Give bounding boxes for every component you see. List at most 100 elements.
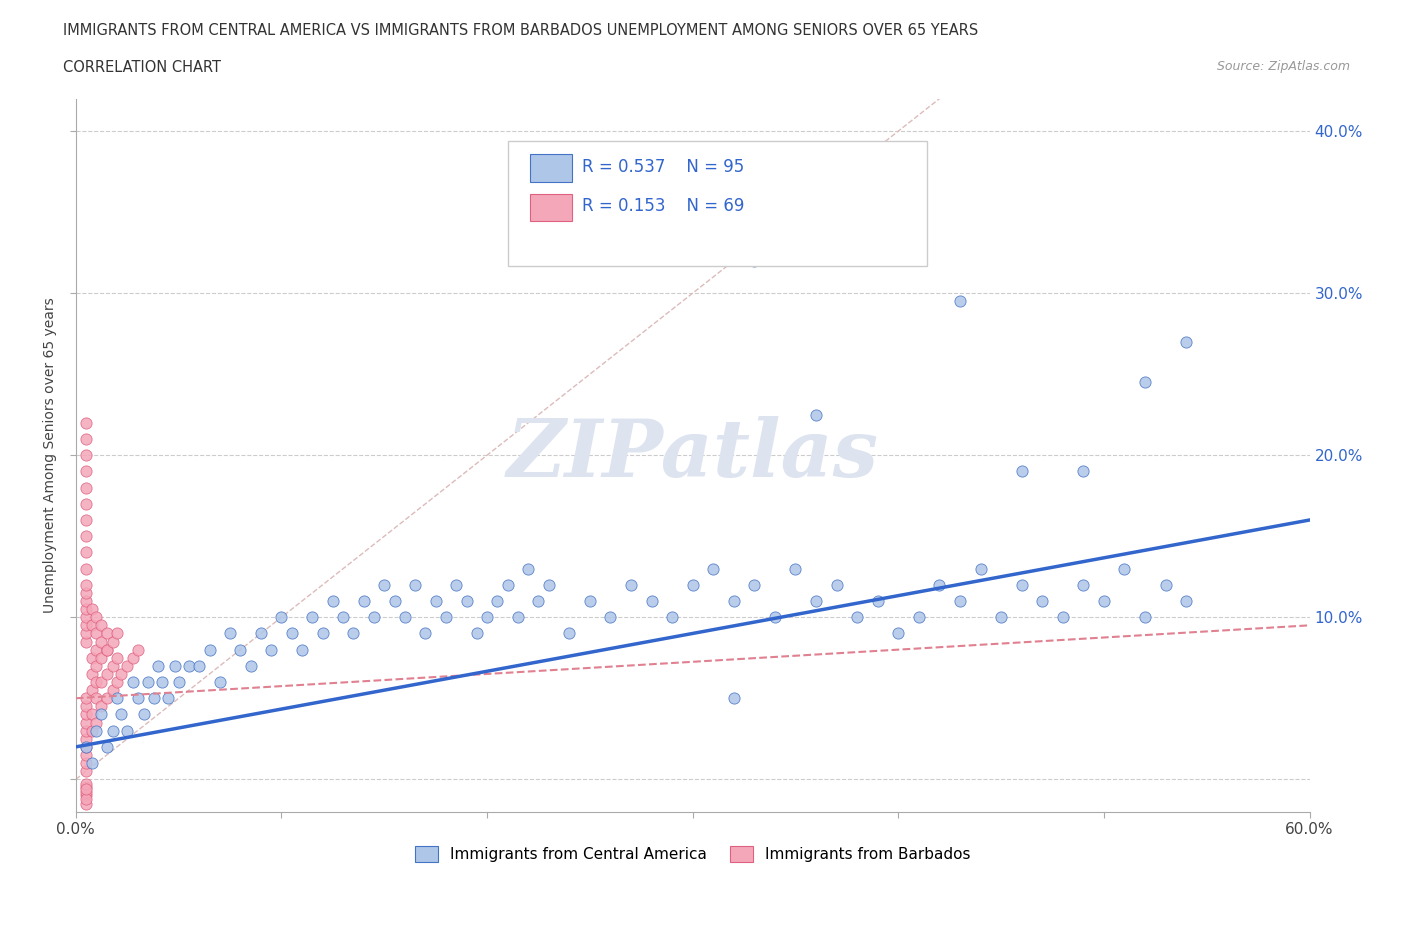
Point xyxy=(1011,578,1033,592)
Point xyxy=(456,593,478,608)
Point xyxy=(75,593,97,608)
Point xyxy=(291,643,314,658)
Point xyxy=(86,674,108,689)
Point xyxy=(90,674,112,689)
Point xyxy=(75,780,97,795)
Point xyxy=(373,578,395,592)
Point xyxy=(75,610,97,625)
Point xyxy=(1154,578,1177,592)
Point xyxy=(75,512,97,527)
Point xyxy=(132,707,155,722)
Point xyxy=(75,626,97,641)
Point xyxy=(723,593,745,608)
Point xyxy=(75,634,97,649)
Point xyxy=(434,610,457,625)
Point xyxy=(127,691,149,706)
Point xyxy=(1073,578,1095,592)
Point xyxy=(908,610,931,625)
Point xyxy=(105,650,128,665)
Point xyxy=(969,561,991,576)
Point xyxy=(167,674,190,689)
Point xyxy=(723,691,745,706)
Point xyxy=(785,561,807,576)
Point xyxy=(517,561,540,576)
Point xyxy=(101,634,124,649)
Point xyxy=(219,626,242,641)
Point xyxy=(122,650,145,665)
Point xyxy=(804,593,827,608)
Point xyxy=(82,650,104,665)
Point xyxy=(75,731,97,746)
Point xyxy=(1114,561,1136,576)
Point xyxy=(75,739,97,754)
Point xyxy=(75,739,97,754)
Point xyxy=(198,643,221,658)
Point xyxy=(239,658,262,673)
Point xyxy=(527,593,550,608)
Point xyxy=(599,610,621,625)
Point xyxy=(846,610,869,625)
Point xyxy=(75,699,97,714)
Point xyxy=(75,777,97,791)
Point xyxy=(90,650,112,665)
Point xyxy=(425,593,447,608)
Point xyxy=(82,724,104,738)
Point xyxy=(146,658,169,673)
Point xyxy=(75,785,97,800)
Point xyxy=(86,715,108,730)
Text: ZIPatlas: ZIPatlas xyxy=(506,417,879,494)
Point xyxy=(105,674,128,689)
Point xyxy=(90,699,112,714)
Point xyxy=(682,578,704,592)
Point xyxy=(136,674,159,689)
Point xyxy=(702,561,724,576)
Y-axis label: Unemployment Among Seniors over 65 years: Unemployment Among Seniors over 65 years xyxy=(44,298,58,613)
Text: R = 0.153    N = 69: R = 0.153 N = 69 xyxy=(582,197,744,215)
Point xyxy=(825,578,848,592)
Point xyxy=(928,578,950,592)
Point xyxy=(260,643,283,658)
Point xyxy=(311,626,333,641)
Point xyxy=(620,578,643,592)
Point xyxy=(150,674,173,689)
Point xyxy=(229,643,252,658)
Point xyxy=(75,788,97,803)
Point xyxy=(101,724,124,738)
Point xyxy=(75,480,97,495)
Point xyxy=(763,610,786,625)
Point xyxy=(75,529,97,544)
Point xyxy=(465,626,488,641)
Point xyxy=(96,626,118,641)
Point xyxy=(281,626,304,641)
Point xyxy=(270,610,292,625)
Point xyxy=(82,667,104,682)
Point xyxy=(188,658,211,673)
Point xyxy=(394,610,416,625)
Point xyxy=(990,610,1012,625)
Point xyxy=(96,691,118,706)
Point xyxy=(75,707,97,722)
Text: R = 0.537    N = 95: R = 0.537 N = 95 xyxy=(582,158,744,176)
Point xyxy=(537,578,560,592)
Point xyxy=(415,626,437,641)
Point xyxy=(75,497,97,512)
Point xyxy=(1175,334,1198,349)
Point xyxy=(75,464,97,479)
Point xyxy=(75,545,97,560)
Point xyxy=(96,643,118,658)
Point xyxy=(75,756,97,771)
Point xyxy=(96,667,118,682)
Point xyxy=(75,618,97,632)
Point xyxy=(163,658,186,673)
Point xyxy=(127,643,149,658)
Point xyxy=(558,626,581,641)
Point xyxy=(177,658,200,673)
Point xyxy=(90,634,112,649)
Point xyxy=(887,626,910,641)
Point xyxy=(661,610,683,625)
FancyBboxPatch shape xyxy=(530,154,572,182)
Point xyxy=(866,593,889,608)
Point xyxy=(804,407,827,422)
Point xyxy=(332,610,354,625)
Text: IMMIGRANTS FROM CENTRAL AMERICA VS IMMIGRANTS FROM BARBADOS UNEMPLOYMENT AMONG S: IMMIGRANTS FROM CENTRAL AMERICA VS IMMIG… xyxy=(63,23,979,38)
